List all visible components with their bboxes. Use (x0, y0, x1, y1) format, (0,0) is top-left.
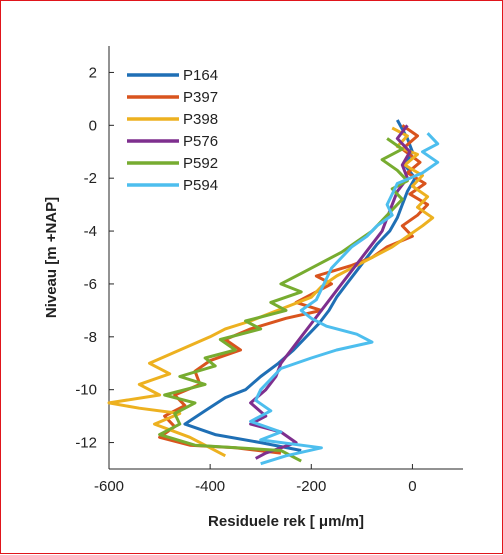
legend-label-p164: P164 (183, 67, 218, 84)
series-line-p592 (158, 137, 409, 463)
series-line-p576 (249, 124, 412, 460)
y-tick-label: -2 (84, 170, 97, 187)
x-tick-label: -600 (94, 478, 124, 495)
x-tick-label: -400 (195, 478, 225, 495)
legend-label-p397: P397 (183, 89, 218, 106)
x-axis-label: Residuele rek [ μm/m] (208, 513, 364, 530)
y-axis-label: Niveau [m +NAP] (43, 197, 60, 318)
series-line-p594 (249, 132, 440, 466)
series-lines (107, 119, 440, 466)
axes: -600 -400 -200 0 2 0 -2 -4 -6 -8 -10 -12 (75, 46, 463, 495)
y-tick-label: -10 (75, 382, 97, 399)
series-line-p398 (107, 126, 435, 458)
y-tick-label: -4 (84, 223, 97, 240)
y-tick-label: -6 (84, 276, 97, 293)
legend-label-p592: P592 (183, 155, 218, 172)
y-tick-label: -8 (84, 329, 97, 346)
x-tick-label: -200 (296, 478, 326, 495)
series-line-p164 (183, 119, 417, 452)
legend-label-p594: P594 (183, 177, 218, 194)
legend-label-p398: P398 (183, 111, 218, 128)
y-tick-label: -12 (75, 435, 97, 452)
legend: P164 P397 P398 P576 P592 P594 (127, 67, 218, 194)
x-tick-label: 0 (408, 478, 416, 495)
y-tick-label: 2 (89, 64, 97, 81)
y-tick-label: 0 (89, 117, 97, 134)
legend-label-p576: P576 (183, 133, 218, 150)
